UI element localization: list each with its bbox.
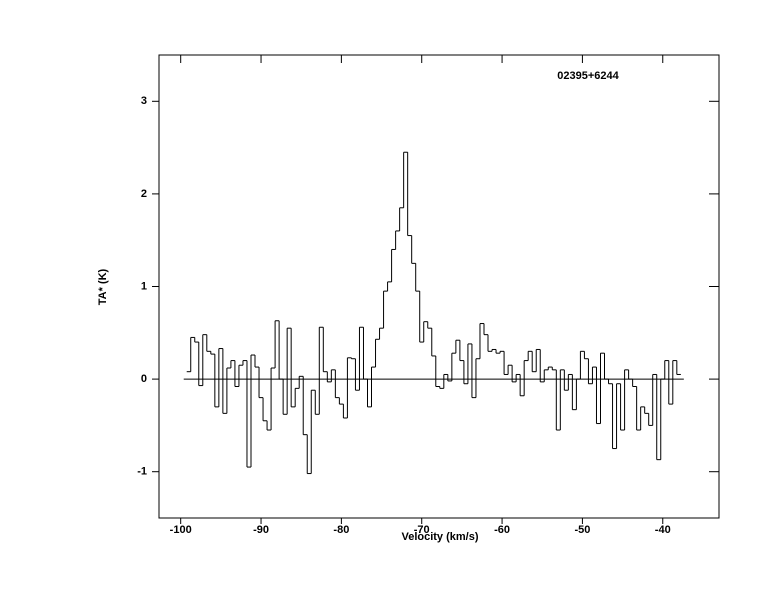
y-tick-label: -1 (137, 466, 147, 478)
x-tick-label: -100 (170, 524, 192, 536)
x-tick-label: -50 (574, 524, 590, 536)
y-axis-label: TA* (K) (97, 268, 109, 305)
y-tick-label: 1 (141, 280, 147, 292)
x-tick-label: -60 (494, 524, 510, 536)
x-tick-label: -70 (414, 524, 430, 536)
x-tick-label: -80 (333, 524, 349, 536)
plot-frame (158, 54, 720, 519)
y-tick-label: 3 (141, 95, 147, 107)
y-tick-label: 0 (141, 373, 147, 385)
y-tick-label: 2 (141, 188, 147, 200)
x-tick-label: -40 (655, 524, 671, 536)
x-axis-label: Velocity (km/s) (401, 531, 478, 543)
x-tick-label: -90 (253, 524, 269, 536)
chart-title: 02395+6244 (557, 70, 619, 82)
